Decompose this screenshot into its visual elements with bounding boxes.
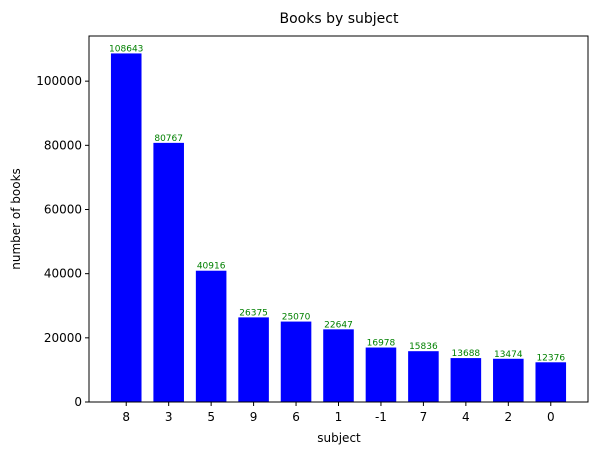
bar-value-label: 40916 <box>197 262 226 272</box>
x-tick-label: 0 <box>547 410 555 424</box>
bar <box>110 53 142 403</box>
plot-area: 0 20000 40000 60000 80000 100000 108643 8 80767 3… <box>36 44 567 424</box>
x-tick-label: 6 <box>292 410 300 424</box>
x-tick-label: 9 <box>250 410 258 424</box>
y-axis-label: number of books <box>9 168 23 270</box>
bar <box>493 358 524 402</box>
bar-value-label: 13474 <box>494 350 523 360</box>
bar-value-label: 13688 <box>452 349 481 359</box>
x-tick-label: 4 <box>462 410 470 424</box>
bar-value-label: 25070 <box>282 313 311 323</box>
y-tick-label: 80000 <box>44 138 82 152</box>
y-tick-label: 100000 <box>36 74 82 88</box>
bar <box>365 347 397 402</box>
bar-value-label: 22647 <box>324 320 353 330</box>
x-tick-label: 7 <box>420 410 428 424</box>
bar-value-label: 16978 <box>367 339 396 349</box>
x-axis-label: subject <box>317 431 361 445</box>
bar <box>535 362 567 402</box>
bar-value-label: 108643 <box>109 44 143 54</box>
axes-frame <box>88 35 589 403</box>
y-tick-label: 20000 <box>44 331 82 345</box>
y-tick-label: 40000 <box>44 267 82 281</box>
bar-value-label: 15836 <box>409 342 438 352</box>
x-tick-label: -1 <box>375 410 387 424</box>
bar <box>238 317 269 402</box>
bar <box>195 270 227 402</box>
bar <box>153 142 184 402</box>
bar <box>450 358 482 402</box>
x-tick-label: 8 <box>122 410 130 424</box>
chart-title: Books by subject <box>280 11 399 27</box>
bar-value-label: 26375 <box>239 308 268 318</box>
x-tick-label: 1 <box>335 410 343 424</box>
bar <box>408 351 439 402</box>
x-tick-label: 5 <box>207 410 215 424</box>
bar <box>280 321 312 402</box>
bar <box>323 329 354 402</box>
bar-value-label: 80767 <box>154 134 183 144</box>
x-tick-label: 3 <box>165 410 173 424</box>
y-tick-label: 0 <box>74 395 82 409</box>
x-tick-label: 2 <box>504 410 512 424</box>
bar-value-label: 12376 <box>536 353 565 363</box>
y-tick-label: 60000 <box>44 202 82 216</box>
